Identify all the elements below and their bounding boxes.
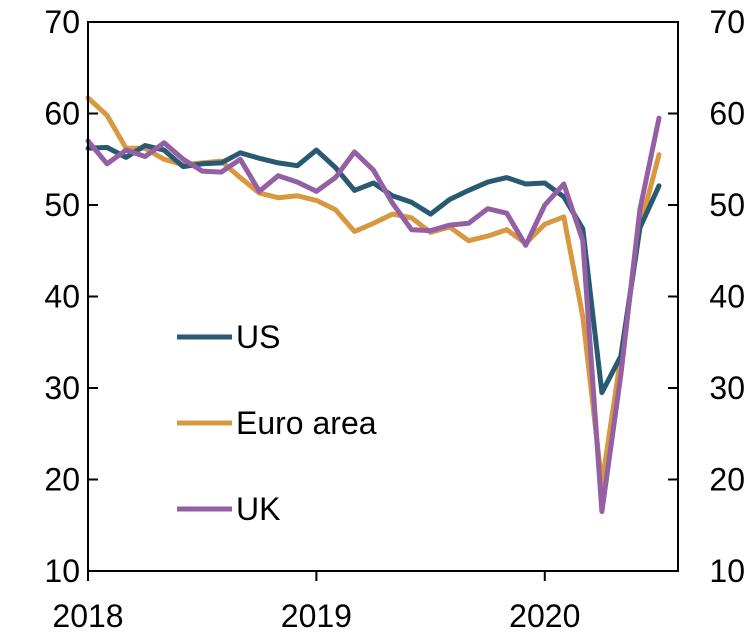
y-tick-label: 20 bbox=[44, 462, 80, 498]
right-y-tick-label: 10 bbox=[709, 553, 745, 589]
right-y-tick-label: 70 bbox=[709, 4, 745, 40]
y-tick-label: 60 bbox=[44, 96, 80, 132]
right-y-axis-ticks: 10 20 30 40 50 60 70 bbox=[668, 4, 745, 589]
left-y-axis-ticks: 10 20 30 40 50 60 70 bbox=[44, 4, 98, 589]
legend-label-euro-area: Euro area bbox=[236, 405, 377, 441]
y-tick-label: 50 bbox=[44, 187, 80, 223]
x-tick-label: 2020 bbox=[509, 598, 580, 633]
right-y-tick-label: 40 bbox=[709, 279, 745, 315]
legend-label-uk: UK bbox=[236, 491, 280, 527]
right-y-tick-label: 20 bbox=[709, 462, 745, 498]
right-y-tick-label: 60 bbox=[709, 96, 745, 132]
series-lines bbox=[85, 95, 662, 514]
series-line-uk bbox=[85, 115, 662, 514]
legend-label-us: US bbox=[236, 319, 280, 355]
y-tick-label: 10 bbox=[44, 553, 80, 589]
series-line-us bbox=[85, 143, 662, 396]
plot-frame bbox=[87, 21, 679, 572]
x-tick-label: 2018 bbox=[52, 598, 123, 633]
y-tick-label: 30 bbox=[44, 370, 80, 406]
x-axis-ticks: 2018 2019 2020 bbox=[52, 571, 580, 633]
legend: US Euro area UK bbox=[177, 319, 377, 527]
right-y-tick-label: 50 bbox=[709, 187, 745, 223]
y-tick-label: 40 bbox=[44, 279, 80, 315]
x-tick-label: 2019 bbox=[281, 598, 352, 633]
y-tick-label: 70 bbox=[44, 4, 80, 40]
right-y-tick-label: 30 bbox=[709, 370, 745, 406]
